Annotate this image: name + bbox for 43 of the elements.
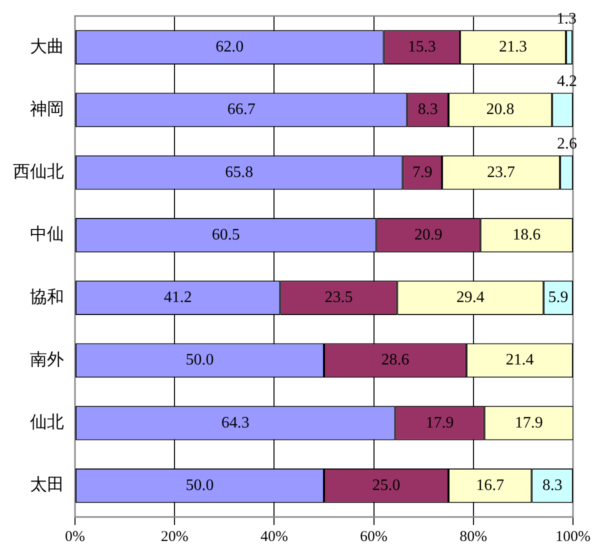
data-label: 65.8	[225, 164, 254, 181]
data-label: 18.6	[512, 226, 541, 244]
x-tick-label: 60%	[360, 528, 388, 545]
x-tick-label: 80%	[460, 528, 488, 545]
y-tick-label: 神岡	[30, 99, 64, 118]
y-tick-label: 仙北	[30, 412, 64, 432]
y-tick-label: 西仙北	[13, 162, 64, 182]
data-label: 15.3	[408, 38, 436, 56]
data-label: 21.3	[498, 38, 527, 56]
y-tick-label: 太田	[30, 475, 64, 494]
x-tick-label: 0%	[65, 528, 85, 545]
data-label: 21.4	[506, 352, 534, 369]
data-label: 23.7	[487, 164, 516, 181]
data-label: 50.0	[186, 352, 214, 369]
data-label: 62.0	[216, 38, 244, 56]
data-label: 17.9	[426, 414, 454, 432]
data-label: 16.7	[476, 476, 504, 494]
data-label: 8.3	[542, 476, 562, 494]
data-label: 60.5	[212, 226, 240, 244]
data-label: 20.8	[486, 101, 514, 118]
data-label: 25.0	[372, 476, 400, 494]
data-label: 7.9	[412, 164, 432, 181]
y-tick-label: 中仙	[30, 224, 64, 244]
data-label: 64.3	[221, 414, 250, 432]
x-tick-label: 100%	[556, 528, 590, 545]
y-tick-label: 協和	[30, 287, 64, 306]
data-label: 20.9	[414, 226, 442, 244]
data-label: 66.7	[227, 101, 256, 118]
data-label: 5.9	[548, 289, 568, 306]
data-label: 50.0	[186, 476, 214, 494]
y-tick-label: 大曲	[30, 36, 64, 56]
data-label: 29.4	[456, 289, 484, 306]
data-label: 41.2	[164, 289, 192, 306]
data-label: 2.6	[557, 136, 577, 153]
x-tick-label: 20%	[160, 528, 188, 545]
data-label: 23.5	[324, 289, 353, 306]
data-label: 8.3	[418, 101, 438, 118]
x-tick-label: 40%	[260, 528, 288, 545]
data-label: 28.6	[381, 352, 410, 369]
data-label: 4.2	[557, 72, 577, 90]
data-label: 1.3	[556, 10, 576, 28]
data-label: 17.9	[514, 414, 543, 432]
y-tick-label: 南外	[30, 350, 64, 369]
